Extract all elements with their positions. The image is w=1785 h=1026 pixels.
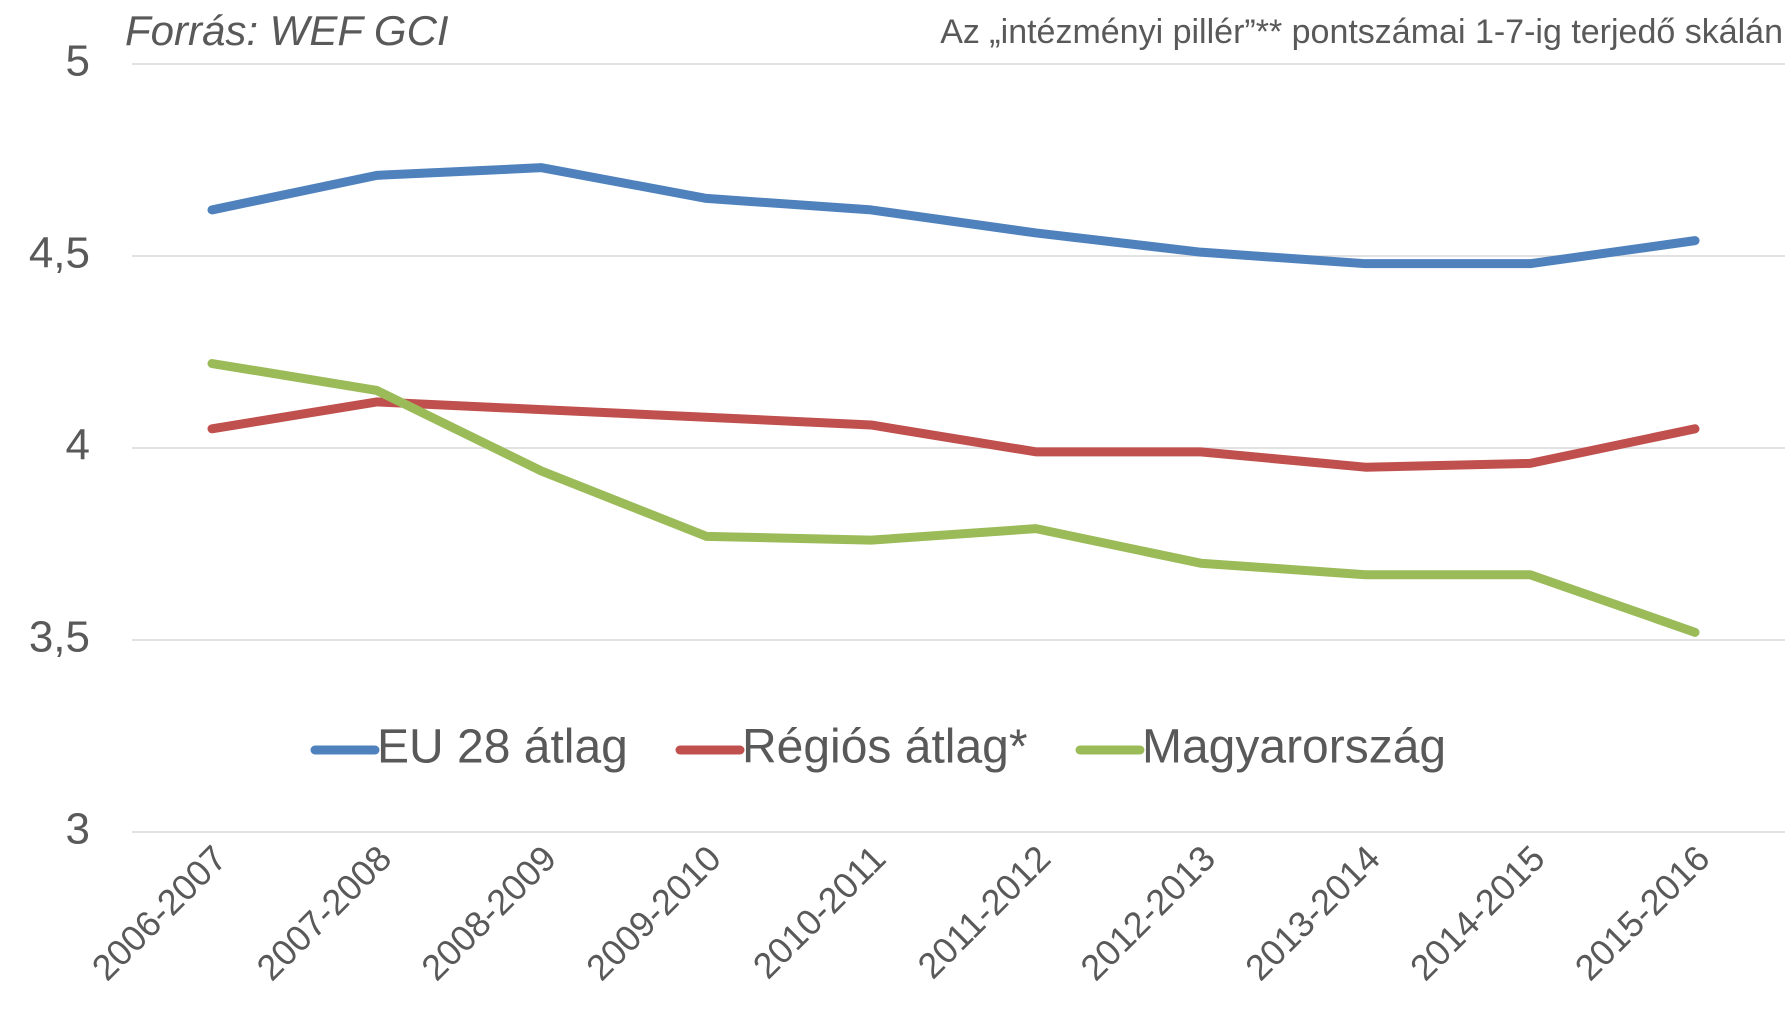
legend-label: EU 28 átlag [377,721,628,774]
legend-label: Magyarország [1142,721,1446,774]
y-tick-label: 4 [66,421,90,470]
series-line [207,397,1700,472]
x-tick-label: 2013-2014 [1237,837,1388,988]
x-tick-label: 2011-2012 [909,837,1058,986]
series-line [207,163,1700,269]
x-tick-label: 2009-2010 [578,837,729,988]
x-tick-label: 2006-2007 [84,837,235,988]
series-line [207,359,1700,637]
x-tick-label: 2007-2008 [248,837,399,988]
legend-label: Régiós átlag* [742,721,1028,774]
y-tick-label: 5 [66,37,90,86]
y-tick-label: 4,5 [29,229,90,278]
x-tick-label: 2008-2009 [413,837,564,988]
x-tick-label: 2010-2011 [745,837,894,986]
y-tick-label: 3 [66,805,90,854]
x-tick-label: 2014-2015 [1402,837,1553,988]
y-tick-label: 3,5 [29,613,90,662]
source: Forrás: WEF GCI [125,7,449,54]
x-tick-label: 2015-2016 [1567,837,1718,988]
x-tick-label: 2012-2013 [1072,837,1223,988]
chart-title: Az „intézményi pillér”** pontszámai 1-7-… [940,13,1783,51]
